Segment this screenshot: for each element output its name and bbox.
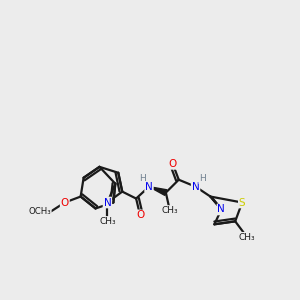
Text: H: H: [139, 174, 145, 183]
Text: N: N: [192, 182, 200, 192]
Text: O: O: [169, 159, 177, 169]
Text: CH₃: CH₃: [239, 233, 255, 242]
Text: O: O: [136, 210, 144, 220]
Text: CH₃: CH₃: [161, 206, 178, 215]
Polygon shape: [149, 187, 167, 195]
Text: H: H: [199, 174, 206, 183]
Text: N: N: [103, 197, 111, 208]
Text: S: S: [239, 197, 245, 208]
Text: N: N: [218, 204, 225, 214]
Text: OCH₃: OCH₃: [28, 207, 51, 216]
Text: CH₃: CH₃: [99, 217, 116, 226]
Text: O: O: [61, 197, 69, 208]
Text: N: N: [145, 182, 153, 192]
